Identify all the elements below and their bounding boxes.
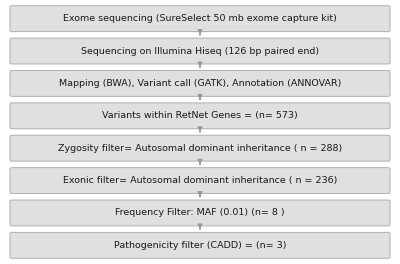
Text: Exome sequencing (SureSelect 50 mb exome capture kit): Exome sequencing (SureSelect 50 mb exome… <box>63 14 337 23</box>
Text: Exonic filter= Autosomal dominant inheritance ( n = 236): Exonic filter= Autosomal dominant inheri… <box>63 176 337 185</box>
Text: Mapping (BWA), Variant call (GATK), Annotation (ANNOVAR): Mapping (BWA), Variant call (GATK), Anno… <box>59 79 341 88</box>
Text: Sequencing on Illumina Hiseq (126 bp paired end): Sequencing on Illumina Hiseq (126 bp pai… <box>81 46 319 55</box>
FancyBboxPatch shape <box>10 70 390 96</box>
Text: Frequency Filter: MAF (0.01) (n= 8 ): Frequency Filter: MAF (0.01) (n= 8 ) <box>115 209 285 218</box>
Text: Pathogenicity filter (CADD) = (n= 3): Pathogenicity filter (CADD) = (n= 3) <box>114 241 286 250</box>
FancyBboxPatch shape <box>10 135 390 161</box>
FancyBboxPatch shape <box>10 200 390 226</box>
FancyBboxPatch shape <box>10 6 390 32</box>
FancyBboxPatch shape <box>10 168 390 194</box>
FancyBboxPatch shape <box>10 103 390 129</box>
FancyBboxPatch shape <box>10 38 390 64</box>
Text: Zygosity filter= Autosomal dominant inheritance ( n = 288): Zygosity filter= Autosomal dominant inhe… <box>58 144 342 153</box>
Text: Variants within RetNet Genes = (n= 573): Variants within RetNet Genes = (n= 573) <box>102 111 298 120</box>
FancyBboxPatch shape <box>10 232 390 258</box>
